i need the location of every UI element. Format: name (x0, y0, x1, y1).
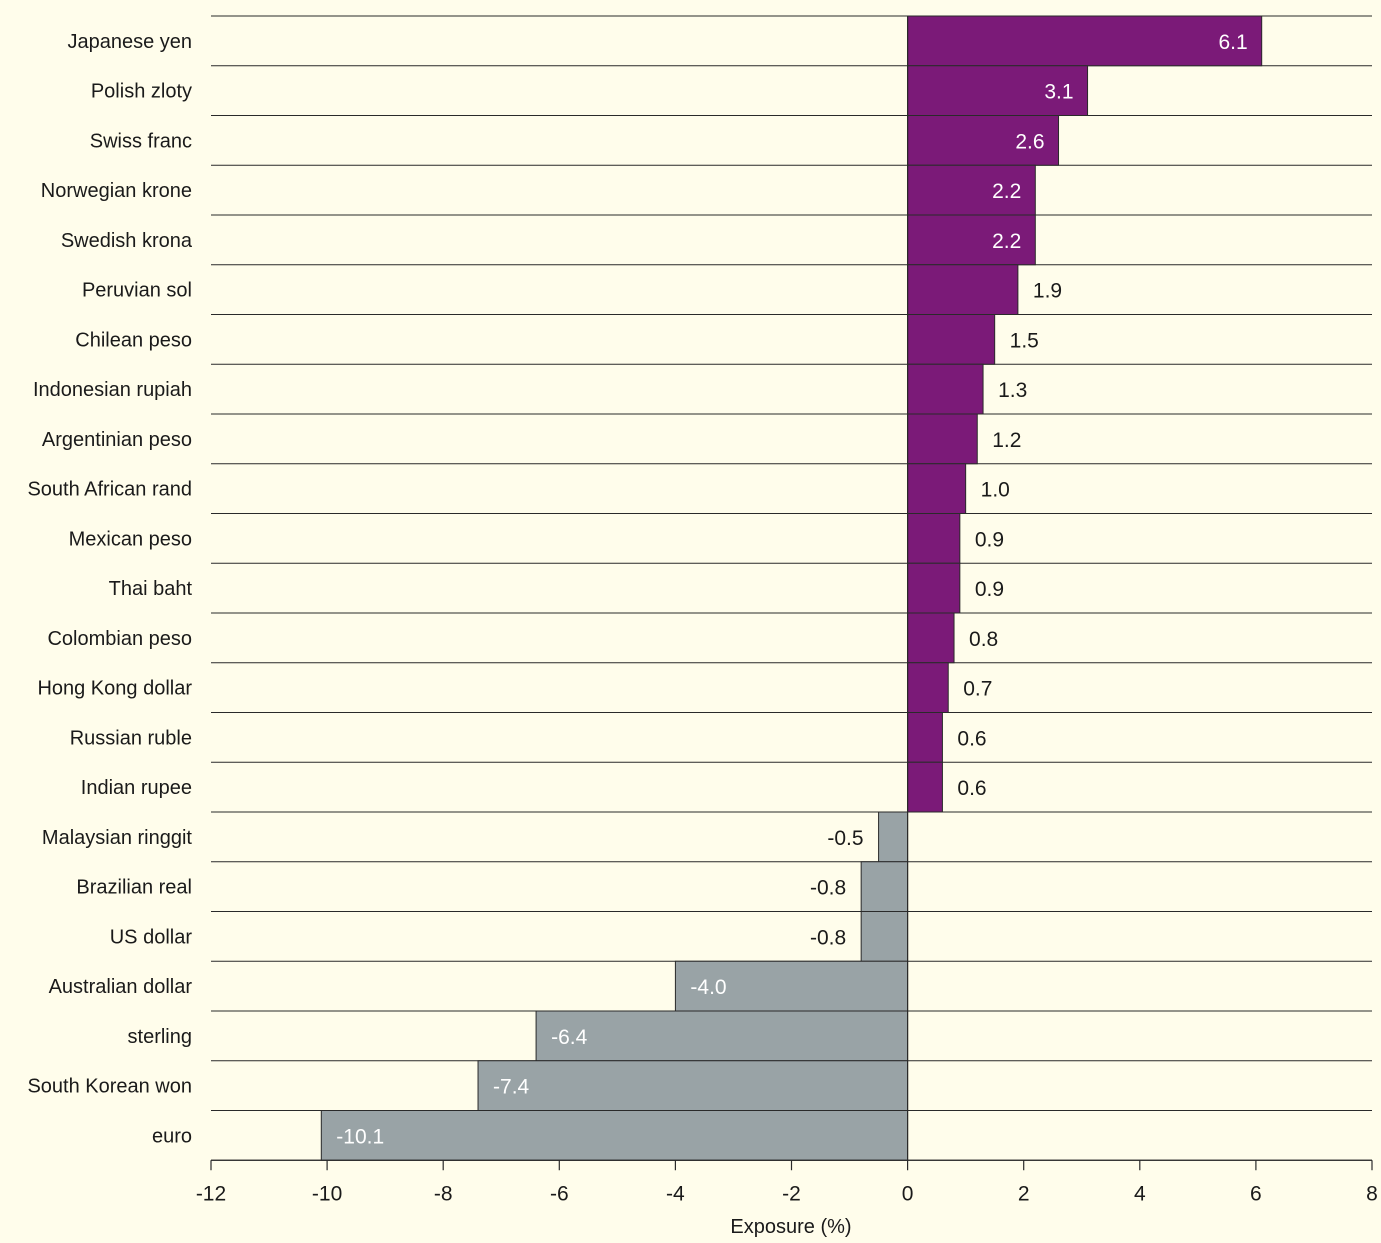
category-label: Polish zloty (91, 81, 192, 103)
value-label: 0.9 (975, 528, 1004, 551)
value-label: 0.8 (969, 628, 998, 651)
bar (907, 214, 1036, 266)
bar (907, 363, 984, 415)
category-label: Mexican peso (69, 528, 192, 550)
category-label: US dollar (110, 926, 193, 948)
bar (907, 115, 1060, 166)
x-tick-label: 4 (1134, 1182, 1146, 1205)
bar (907, 65, 1089, 116)
category-label: Malaysian ringgit (42, 827, 193, 849)
value-label: 2.6 (1015, 130, 1044, 153)
category-label: euro (152, 1125, 192, 1147)
value-label: -0.5 (827, 827, 863, 850)
bar (535, 1010, 909, 1062)
value-label: 0.9 (975, 578, 1004, 601)
x-axis-title: Exposure (%) (730, 1216, 851, 1238)
bar (907, 513, 961, 564)
bars (320, 15, 1263, 1161)
category-label: Indonesian rupiah (33, 379, 192, 401)
x-tick-label: -6 (550, 1182, 569, 1205)
value-label: 0.7 (963, 678, 992, 701)
bar (907, 413, 978, 465)
category-label: Thai baht (109, 578, 193, 600)
value-label: -0.8 (810, 877, 846, 900)
bar (907, 612, 955, 664)
category-label: Argentinian peso (42, 429, 192, 451)
x-axis: -12 -10 -8 -6 -4 -2 0 2 4 6 8 (196, 16, 1378, 1205)
bar (860, 911, 909, 962)
value-label: 3.1 (1044, 81, 1073, 104)
x-tick-label: 6 (1250, 1182, 1262, 1205)
value-label: 1.2 (992, 429, 1021, 452)
value-label: -4.0 (690, 976, 726, 999)
category-label: Swiss franc (90, 130, 192, 152)
value-label: 1.5 (1010, 329, 1039, 352)
value-label: 1.3 (998, 379, 1027, 402)
bar (907, 712, 943, 763)
row-separators (211, 15, 1372, 1161)
value-label: 0.6 (957, 777, 986, 800)
category-label: Swedish krona (61, 230, 193, 252)
x-tick-label: 8 (1366, 1182, 1378, 1205)
category-label: Japanese yen (67, 31, 192, 53)
category-labels: Japanese yen Polish zloty Swiss franc Norwe… (27, 31, 192, 1148)
category-label: sterling (128, 1026, 192, 1048)
bar (907, 662, 949, 713)
bar (907, 314, 996, 365)
bar (907, 164, 1036, 216)
bar (860, 861, 909, 912)
x-tick-label: 0 (902, 1182, 914, 1205)
category-label: Hong Kong dollar (37, 678, 192, 700)
category-label: Indian rupee (81, 777, 192, 799)
value-label: 6.1 (1219, 31, 1248, 54)
x-tick-label: -8 (434, 1182, 453, 1205)
bar (907, 562, 961, 614)
x-tick-label: -4 (666, 1182, 685, 1205)
value-label: 2.2 (992, 230, 1021, 253)
x-tick-label: -2 (782, 1182, 801, 1205)
x-tick-label: -10 (312, 1182, 342, 1205)
category-label: Chilean peso (75, 329, 192, 351)
category-label: Norwegian krone (41, 180, 192, 202)
bar (907, 264, 1019, 315)
data-labels: 6.1 3.1 2.6 2.2 2.2 1.9 1.5 1.3 1.2 1.0 0.9 0.9 0.8 0… (336, 31, 1247, 1149)
category-label: Brazilian real (76, 877, 192, 899)
category-label: South Korean won (27, 1076, 192, 1098)
value-label: -10.1 (336, 1125, 384, 1148)
bar (320, 1110, 909, 1161)
value-label: 2.2 (992, 180, 1021, 203)
value-label: -0.8 (810, 926, 846, 949)
bar (878, 811, 909, 863)
category-label: Australian dollar (49, 976, 193, 998)
category-label: Colombian peso (47, 628, 192, 650)
bar (477, 1060, 909, 1111)
x-tick-label: 2 (1018, 1182, 1030, 1205)
value-label: 0.6 (957, 727, 986, 750)
category-label: South African rand (27, 479, 192, 501)
value-label: 1.0 (981, 479, 1010, 502)
bar (907, 15, 1263, 67)
category-label: Russian ruble (70, 727, 192, 749)
bar (907, 463, 967, 514)
value-label: 1.9 (1033, 280, 1062, 303)
bar (907, 761, 943, 813)
value-label: -7.4 (493, 1076, 530, 1099)
x-tick-label: -12 (196, 1182, 226, 1205)
category-label: Peruvian sol (82, 280, 192, 302)
value-label: -6.4 (551, 1026, 588, 1049)
